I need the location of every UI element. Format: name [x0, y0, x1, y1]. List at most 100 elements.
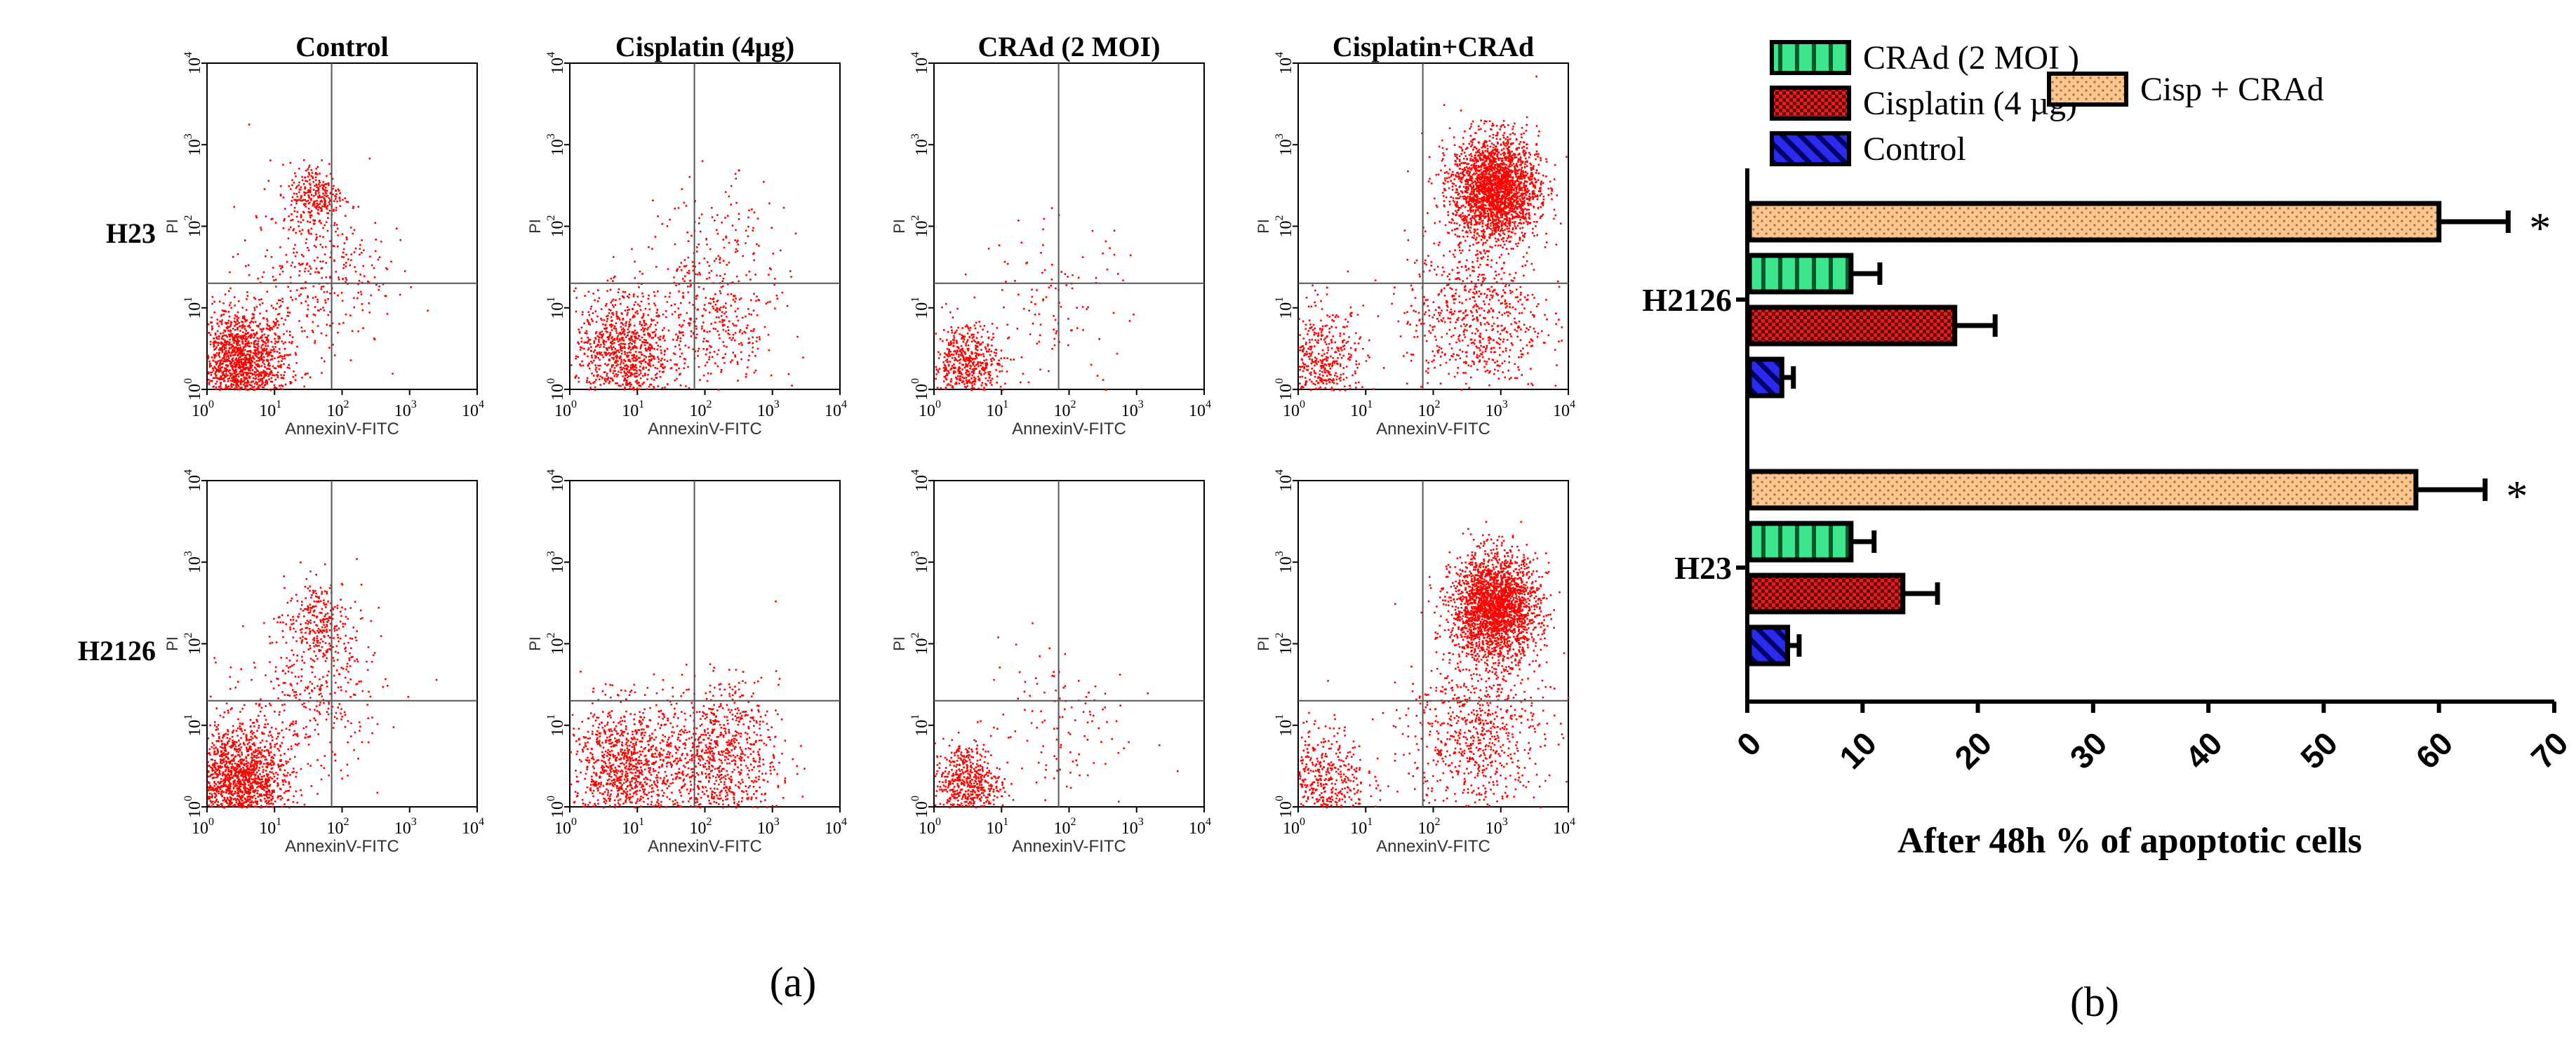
event-dot — [291, 342, 293, 344]
event-dot — [687, 291, 690, 293]
event-dot — [305, 203, 307, 205]
event-dot — [719, 306, 722, 309]
event-dot — [687, 240, 690, 242]
event-dot — [375, 283, 378, 286]
event-dot — [213, 343, 215, 346]
event-dot — [615, 332, 618, 334]
event-dot — [711, 207, 713, 209]
event-dot — [1096, 375, 1099, 377]
event-dot — [345, 253, 347, 256]
event-dot — [1311, 338, 1314, 341]
event-dot — [971, 362, 974, 364]
event-dot — [698, 347, 700, 350]
event-dot — [280, 374, 282, 376]
event-dot — [952, 385, 954, 387]
y-tick-label: 100 — [909, 378, 931, 401]
event-dot — [257, 364, 259, 366]
event-dot — [955, 353, 958, 355]
event-dot — [1462, 212, 1464, 214]
dot-plot-panel: 100 101 102 103 104100101102103104AnnexinV-F… — [163, 52, 484, 439]
event-dot — [229, 304, 231, 307]
event-dot — [227, 385, 230, 387]
event-dot — [231, 359, 233, 361]
event-dot — [294, 243, 296, 246]
event-dot — [591, 373, 593, 375]
event-dot — [756, 295, 758, 297]
event-dot — [352, 207, 354, 209]
event-dot — [323, 253, 326, 255]
y-tick-exponent: 2 — [545, 215, 557, 221]
event-dot — [763, 180, 765, 183]
event-dot — [239, 330, 241, 332]
event-dot — [653, 302, 655, 304]
event-dot — [318, 180, 321, 182]
event-dot — [1504, 187, 1507, 189]
event-dot — [243, 325, 246, 328]
event-dot — [229, 374, 232, 377]
event-dot — [1345, 342, 1348, 344]
event-dot — [1016, 328, 1019, 330]
event-dot — [318, 213, 320, 215]
event-dot — [237, 347, 240, 349]
event-dot — [696, 294, 698, 297]
event-dot — [620, 326, 622, 328]
event-dot — [747, 216, 749, 219]
event-dot — [396, 227, 398, 229]
event-dot — [591, 356, 593, 359]
event-dot — [658, 370, 661, 373]
event-dot — [1323, 371, 1326, 373]
event-dot — [628, 309, 630, 311]
event-dot — [227, 350, 229, 352]
event-dot — [1501, 197, 1503, 199]
event-dot — [1493, 166, 1495, 168]
event-dot — [580, 340, 583, 343]
event-dot — [612, 314, 615, 316]
event-dot — [374, 222, 376, 225]
event-dot — [945, 368, 947, 370]
event-dot — [1340, 356, 1343, 359]
event-dot — [638, 361, 641, 363]
event-dot — [1428, 156, 1431, 159]
event-dot — [1482, 204, 1484, 207]
event-dot — [625, 336, 627, 338]
event-dot — [602, 341, 604, 343]
event-dot — [1106, 268, 1109, 271]
event-dot — [215, 346, 218, 349]
event-dot — [227, 370, 230, 373]
event-dot — [270, 304, 273, 307]
event-dot — [602, 356, 605, 359]
event-dot — [935, 333, 937, 335]
event-dot — [213, 340, 215, 343]
event-dot — [1050, 284, 1052, 287]
event-dot — [353, 251, 356, 253]
event-dot — [1328, 378, 1330, 380]
event-dot — [648, 385, 650, 388]
y-tick-exponent: 3 — [545, 133, 557, 139]
event-dot — [1459, 163, 1461, 166]
event-dot — [333, 245, 335, 248]
event-dot — [685, 265, 688, 267]
event-dot — [258, 364, 260, 367]
event-dot — [336, 200, 338, 203]
event-dot — [633, 324, 636, 327]
event-dot — [226, 340, 229, 342]
event-dot — [638, 373, 641, 376]
event-dot — [293, 206, 296, 209]
event-dot — [674, 208, 676, 210]
event-dot — [316, 298, 319, 301]
event-dot — [982, 355, 985, 358]
event-dot — [241, 366, 244, 368]
event-dot — [606, 290, 608, 293]
event-dot — [657, 337, 660, 339]
event-dot — [599, 333, 601, 335]
event-dot — [410, 286, 413, 288]
event-dot — [224, 341, 226, 344]
event-dot — [950, 378, 953, 380]
event-dot — [720, 369, 723, 371]
event-dot — [1112, 312, 1115, 314]
event-dot — [1307, 330, 1310, 332]
event-dot — [269, 159, 272, 161]
event-dot — [325, 334, 328, 337]
event-dot — [1328, 381, 1330, 384]
event-dot — [1467, 222, 1469, 225]
